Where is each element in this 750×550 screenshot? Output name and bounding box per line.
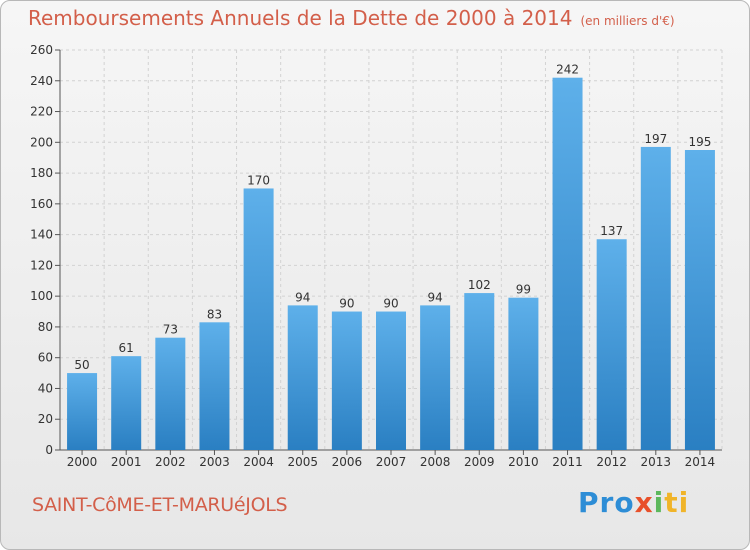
bar-value-label: 94 (295, 290, 310, 304)
x-tick-label: 2012 (596, 455, 627, 469)
logo-part-2: x (634, 486, 654, 519)
axes: 0 20 40 60 80 100 120 140 160 180 200 220 240 260 2000… (30, 43, 722, 469)
x-tick-label: 2010 (508, 455, 539, 469)
bar-2011 (552, 77, 583, 450)
bar-2003 (199, 322, 230, 450)
y-tick-label: 160 (30, 197, 53, 211)
x-tick-label: 2011 (552, 455, 583, 469)
x-tick-label: 2000 (67, 455, 98, 469)
logo-part-4: ti (664, 486, 690, 519)
bar-value-label: 50 (74, 358, 89, 372)
bar-2006 (331, 311, 362, 450)
x-tick-label: 2003 (199, 455, 230, 469)
bar-2010 (508, 297, 539, 450)
x-tick-label: 2005 (287, 455, 318, 469)
bar-2014 (684, 150, 715, 450)
logo-part-3: i (653, 486, 665, 519)
bar-value-label: 137 (600, 224, 623, 238)
bar-value-label: 73 (163, 323, 178, 337)
bar-value-label: 61 (119, 341, 134, 355)
bar-2012 (596, 239, 627, 450)
bar-value-label: 90 (339, 297, 354, 311)
x-tick-label: 2001 (111, 455, 142, 469)
bar-2007 (376, 311, 406, 450)
y-tick-label: 60 (38, 351, 53, 365)
x-tick-label: 2006 (332, 455, 363, 469)
commune-name: SAINT-CôME-ET-MARUéJOLS (32, 494, 288, 516)
bar-value-label: 242 (556, 63, 579, 77)
chart-title-text: Remboursements Annuels de la Dette de 20… (28, 6, 573, 30)
x-tick-label: 2008 (420, 455, 451, 469)
bar-value-label: 90 (383, 297, 398, 311)
bar-value-label: 99 (516, 283, 531, 297)
x-tick-label: 2002 (155, 455, 186, 469)
proxiti-logo: Proxiti (578, 486, 689, 519)
y-tick-label: 20 (38, 412, 53, 426)
y-tick-label: 40 (38, 381, 53, 395)
y-tick-label: 120 (30, 258, 53, 272)
bar-2005 (287, 305, 318, 450)
bar-2009 (464, 293, 495, 450)
y-tick-label: 220 (30, 105, 53, 119)
x-tick-label: 2013 (641, 455, 672, 469)
bar-2013 (640, 146, 671, 450)
x-tick-label: 2009 (464, 455, 495, 469)
bars: 50 61 73 83 170 94 90 90 94 102 99 242 137 197 195 (67, 63, 715, 450)
chart-title: Remboursements Annuels de la Dette de 20… (28, 6, 675, 30)
logo-part-1: Pro (578, 486, 635, 519)
y-tick-label: 260 (30, 43, 53, 57)
y-tick-label: 140 (30, 228, 53, 242)
bar-value-label: 102 (468, 278, 491, 292)
x-tick-label: 2004 (243, 455, 274, 469)
bar-value-label: 83 (207, 307, 222, 321)
bar-2004 (243, 188, 274, 450)
x-tick-label: 2007 (376, 455, 407, 469)
bar-2001 (111, 356, 142, 450)
y-tick-label: 200 (30, 135, 53, 149)
bar-value-label: 197 (644, 132, 667, 146)
bar-value-label: 94 (427, 290, 442, 304)
y-tick-label: 240 (30, 74, 53, 88)
bar-2000 (67, 373, 98, 450)
y-tick-label: 80 (38, 320, 53, 334)
bar-value-label: 170 (247, 173, 270, 187)
y-tick-label: 180 (30, 166, 53, 180)
y-tick-label: 100 (30, 289, 53, 303)
bar-2008 (420, 305, 451, 450)
bar-2002 (155, 337, 186, 450)
bar-value-label: 195 (688, 135, 711, 149)
chart-unit: (en milliers d'€) (580, 14, 675, 28)
y-tick-label: 0 (45, 443, 53, 457)
x-tick-label: 2014 (685, 455, 716, 469)
